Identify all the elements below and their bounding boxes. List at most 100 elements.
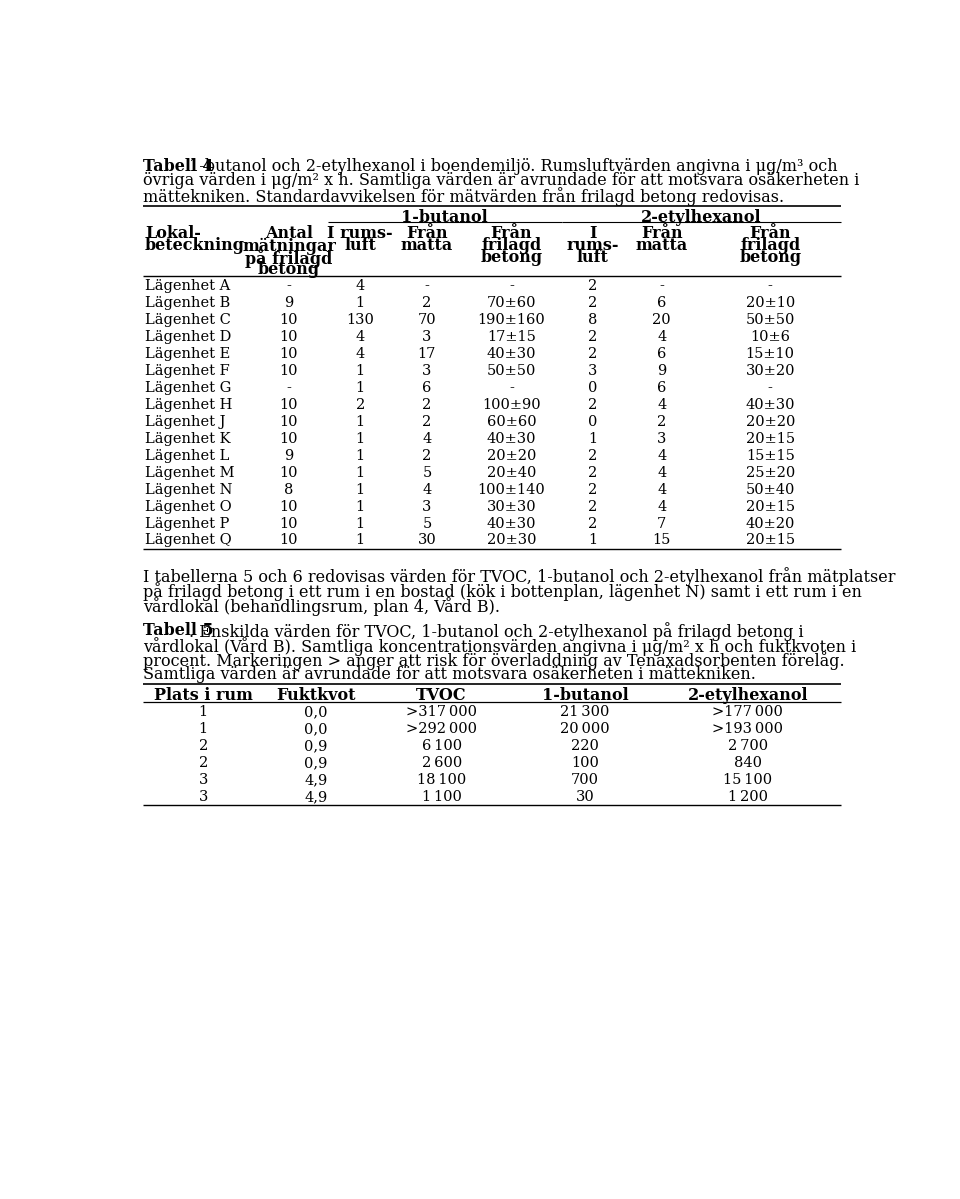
Text: 3: 3 <box>657 432 666 446</box>
Text: 40±30: 40±30 <box>487 517 536 531</box>
Text: 6: 6 <box>657 348 666 361</box>
Text: 4: 4 <box>355 330 365 344</box>
Text: 3: 3 <box>199 790 208 803</box>
Text: 60±60: 60±60 <box>487 415 537 429</box>
Text: betong: betong <box>480 249 542 266</box>
Text: Från: Från <box>750 225 791 242</box>
Text: 20: 20 <box>653 313 671 327</box>
Text: 0: 0 <box>588 415 597 429</box>
Text: 4: 4 <box>657 483 666 496</box>
Text: Antal: Antal <box>265 225 313 242</box>
Text: procent. Markeringen > anger att risk för överladdning av Tenaxadsorbenten förel: procent. Markeringen > anger att risk fö… <box>143 651 845 670</box>
Text: 2: 2 <box>588 279 597 294</box>
Text: 0,9: 0,9 <box>304 757 327 770</box>
Text: 10: 10 <box>279 465 299 480</box>
Text: 1: 1 <box>356 534 365 548</box>
Text: 6: 6 <box>422 381 432 394</box>
Text: 2: 2 <box>199 757 208 770</box>
Text: >292 000: >292 000 <box>406 722 477 736</box>
Text: -: - <box>509 381 514 394</box>
Text: Lägenhet O: Lägenhet O <box>145 500 231 513</box>
Text: Lägenhet J: Lägenhet J <box>145 415 226 429</box>
Text: 20±30: 20±30 <box>487 534 536 548</box>
Text: 3: 3 <box>588 364 597 378</box>
Text: Lägenhet E: Lägenhet E <box>145 348 230 361</box>
Text: I rums-: I rums- <box>327 225 393 242</box>
Text: 10: 10 <box>279 500 299 513</box>
Text: 70: 70 <box>418 313 436 327</box>
Text: 15±15: 15±15 <box>746 448 795 463</box>
Text: 7: 7 <box>657 517 666 531</box>
Text: 1: 1 <box>356 296 365 311</box>
Text: 10: 10 <box>279 313 299 327</box>
Text: 10: 10 <box>279 534 299 548</box>
Text: Från: Från <box>406 225 447 242</box>
Text: Lägenhet G: Lägenhet G <box>145 381 231 394</box>
Text: 4: 4 <box>422 432 432 446</box>
Text: 1: 1 <box>356 432 365 446</box>
Text: Tabell 4: Tabell 4 <box>143 158 214 175</box>
Text: I tabellerna 5 och 6 redovisas värden för TVOC, 1-butanol och 2-etylhexanol från: I tabellerna 5 och 6 redovisas värden fö… <box>143 567 896 586</box>
Text: 30±20: 30±20 <box>746 364 795 378</box>
Text: Lägenhet A: Lägenhet A <box>145 279 230 294</box>
Text: 1: 1 <box>199 722 208 736</box>
Text: luft: luft <box>345 237 376 254</box>
Text: luft: luft <box>577 249 609 266</box>
Text: 10: 10 <box>279 348 299 361</box>
Text: Lägenhet K: Lägenhet K <box>145 432 230 446</box>
Text: 3: 3 <box>199 773 208 787</box>
Text: 2 600: 2 600 <box>421 757 462 770</box>
Text: vårdlokal (Vård B). Samtliga koncentrationsvärden angivna i μg/m² x h och fuktkv: vårdlokal (Vård B). Samtliga koncentrati… <box>143 637 856 656</box>
Text: 190±160: 190±160 <box>477 313 545 327</box>
Text: 2: 2 <box>199 739 208 753</box>
Text: >177 000: >177 000 <box>712 705 783 719</box>
Text: TVOC: TVOC <box>417 687 467 704</box>
Text: mättekniken. Standardavvikelsen för mätvärden från frilagd betong redovisas.: mättekniken. Standardavvikelsen för mätv… <box>143 187 784 206</box>
Text: Samtliga värden är avrundade för att motsvara osäkerheten i mättekniken.: Samtliga värden är avrundade för att mot… <box>143 665 756 683</box>
Text: 6: 6 <box>657 381 666 394</box>
Text: 15: 15 <box>653 534 671 548</box>
Text: 4: 4 <box>422 483 432 496</box>
Text: 50±50: 50±50 <box>487 364 536 378</box>
Text: Från: Från <box>641 225 683 242</box>
Text: Lägenhet N: Lägenhet N <box>145 483 232 496</box>
Text: 4,9: 4,9 <box>304 773 327 787</box>
Text: Lägenhet H: Lägenhet H <box>145 398 232 412</box>
Text: 1: 1 <box>356 465 365 480</box>
Text: 2: 2 <box>657 415 666 429</box>
Text: Lägenhet L: Lägenhet L <box>145 448 229 463</box>
Text: 100: 100 <box>571 757 599 770</box>
Text: 9: 9 <box>284 448 294 463</box>
Text: 15±10: 15±10 <box>746 348 795 361</box>
Text: 100±140: 100±140 <box>477 483 545 496</box>
Text: Från: Från <box>491 225 532 242</box>
Text: 10: 10 <box>279 415 299 429</box>
Text: beteckning: beteckning <box>145 237 245 254</box>
Text: 40±30: 40±30 <box>487 432 536 446</box>
Text: 18 100: 18 100 <box>417 773 467 787</box>
Text: 17±15: 17±15 <box>487 330 536 344</box>
Text: 2-etylhexanol: 2-etylhexanol <box>687 687 808 704</box>
Text: frilagd: frilagd <box>740 237 801 254</box>
Text: -: - <box>768 381 773 394</box>
Text: -: - <box>660 279 664 294</box>
Text: 1: 1 <box>588 432 597 446</box>
Text: 10±6: 10±6 <box>750 330 790 344</box>
Text: 1: 1 <box>356 381 365 394</box>
Text: 50±50: 50±50 <box>746 313 795 327</box>
Text: -: - <box>286 279 292 294</box>
Text: 20 000: 20 000 <box>561 722 610 736</box>
Text: 5: 5 <box>422 465 432 480</box>
Text: -: - <box>768 279 773 294</box>
Text: 2: 2 <box>588 500 597 513</box>
Text: 0,9: 0,9 <box>304 739 327 753</box>
Text: 17: 17 <box>418 348 436 361</box>
Text: 10: 10 <box>279 398 299 412</box>
Text: 1: 1 <box>356 517 365 531</box>
Text: -: - <box>286 381 292 394</box>
Text: 840: 840 <box>733 757 761 770</box>
Text: 0,0: 0,0 <box>304 705 327 719</box>
Text: 9: 9 <box>657 364 666 378</box>
Text: 10: 10 <box>279 432 299 446</box>
Text: 3: 3 <box>422 330 432 344</box>
